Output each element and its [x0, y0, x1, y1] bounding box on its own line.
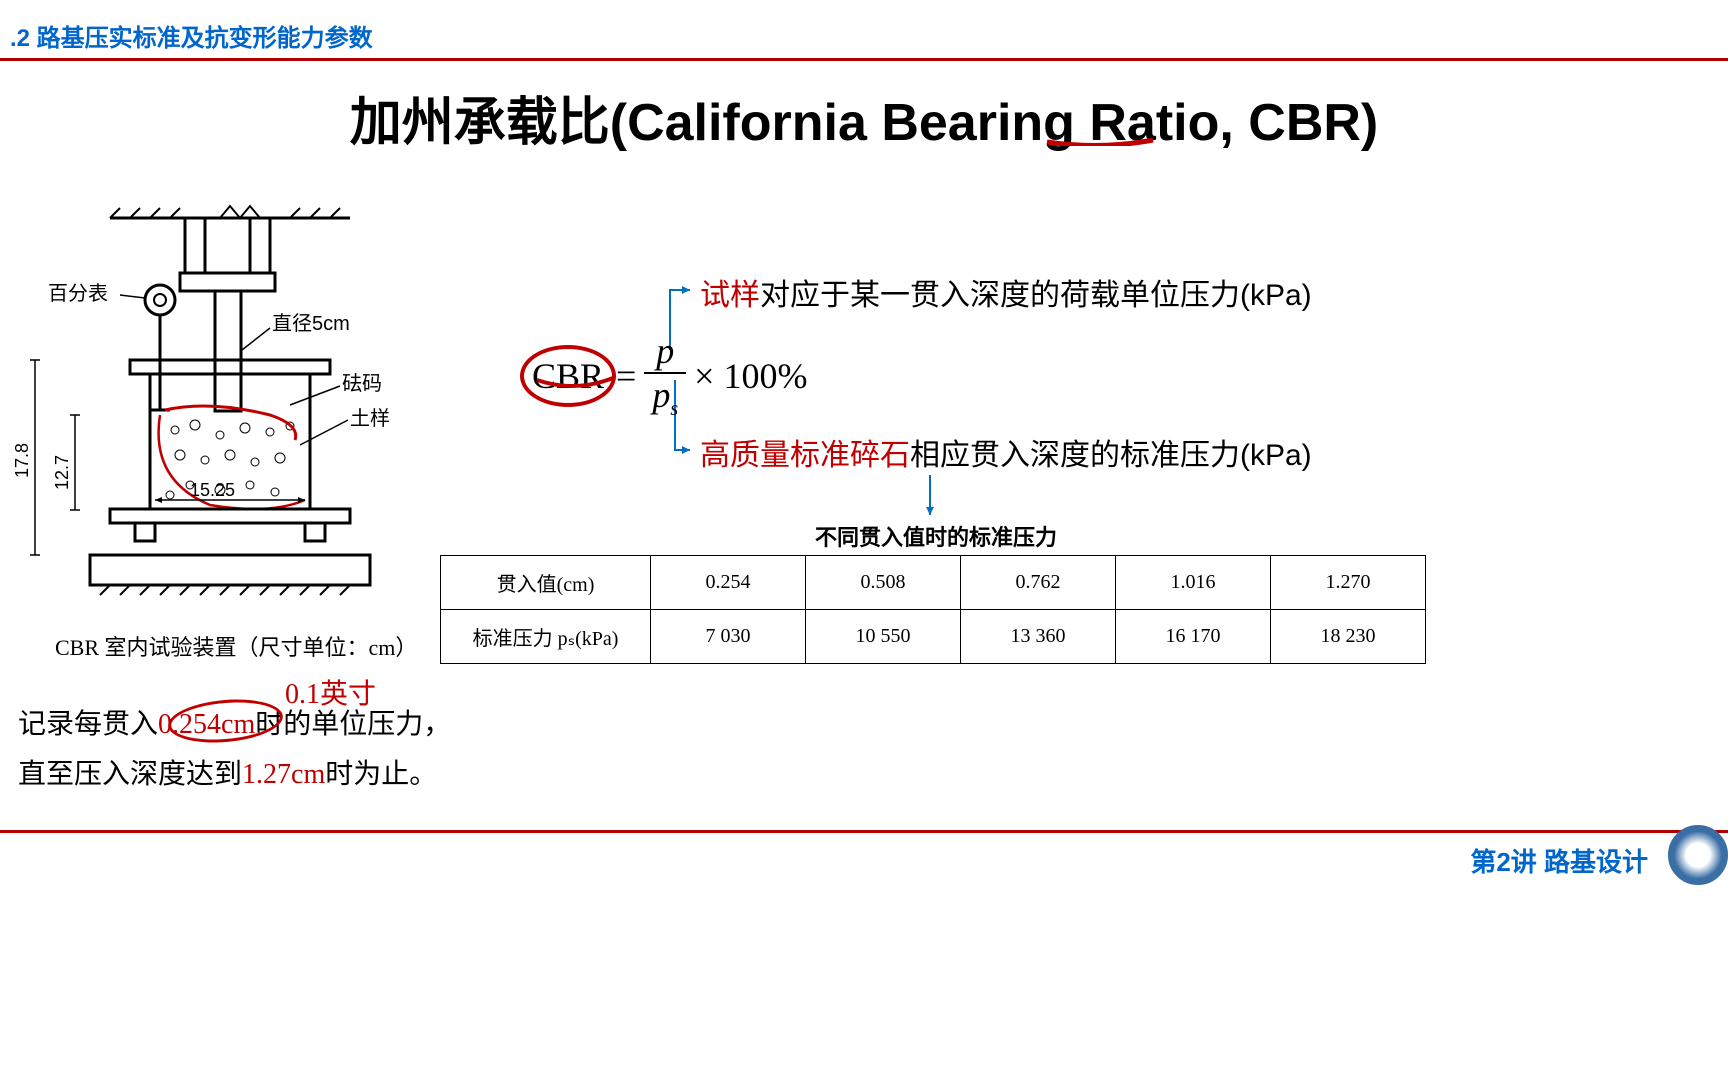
eq-sign: = [616, 355, 636, 397]
note-p2c: 时为止。 [325, 759, 437, 790]
def-ps-rest: 相应贯入深度的标准压力(kPa) [910, 439, 1312, 472]
diameter-label: 直径5cm [272, 312, 350, 335]
def-ps-highlight: 高质量标准碎石 [700, 439, 910, 472]
table-row: 标准压力 pₛ(kPa) 7 030 10 550 13 360 16 170 … [441, 610, 1426, 664]
note-p2a: 直至压入深度达到 [18, 759, 242, 790]
dim-width: 15.25 [190, 480, 235, 500]
soil-label: 土样 [350, 407, 390, 430]
header-rule [0, 58, 1728, 61]
row1-label: 贯入值(cm) [441, 556, 651, 610]
table-title: 不同贯入值时的标准压力 [815, 520, 1057, 552]
cell: 0.254 [651, 556, 806, 610]
note-p1c: 时的单位压力， [255, 709, 451, 740]
note-p2b: 1.27cm [242, 759, 325, 790]
table-row: 贯入值(cm) 0.254 0.508 0.762 1.016 1.270 [441, 556, 1426, 610]
diagram-caption: CBR 室内试验装置（尺寸单位：cm） [55, 630, 417, 662]
denominator: ps [642, 374, 688, 421]
numerator: p [644, 330, 686, 374]
cbr-apparatus-diagram: 百分表 直径5cm 砝码 土样 17.8 12.7 15.25 [10, 200, 410, 620]
cell: 18 230 [1271, 610, 1426, 664]
def-ps: 高质量标准碎石相应贯入深度的标准压力(kPa) [700, 430, 1312, 474]
cell: 1.016 [1116, 556, 1271, 610]
row2-label: 标准压力 pₛ(kPa) [441, 610, 651, 664]
weight-label: 砝码 [342, 372, 382, 395]
dim-outer: 17.8 [12, 443, 32, 478]
header: .2 路基压实标准及抗变形能力参数 [0, 18, 1728, 53]
gauge-label: 百分表 [48, 282, 108, 305]
standard-pressure-table: 贯入值(cm) 0.254 0.508 0.762 1.016 1.270 标准… [440, 555, 1426, 664]
note-p1a: 记录每贯入 [18, 709, 158, 740]
logo-icon [1668, 825, 1728, 885]
cell: 13 360 [961, 610, 1116, 664]
fraction: p ps [642, 330, 688, 421]
cell: 0.508 [806, 556, 961, 610]
dim-inner: 12.7 [52, 455, 72, 490]
cell: 7 030 [651, 610, 806, 664]
cell: 10 550 [806, 610, 961, 664]
def-p-rest: 对应于某一贯入深度的荷载单位压力(kPa) [760, 279, 1312, 312]
def-p: 试样对应于某一贯入深度的荷载单位压力(kPa) [700, 270, 1312, 314]
footer-rule [0, 830, 1728, 833]
cell: 16 170 [1116, 610, 1271, 664]
cell: 1.270 [1271, 556, 1426, 610]
footer-text: 第2讲 路基设计 [1470, 842, 1648, 879]
cbr-underline [1045, 138, 1155, 146]
cbr-underline-scribble [535, 375, 615, 395]
section-label: .2 路基压实标准及抗变形能力参数 [10, 25, 373, 52]
def-p-highlight: 试样 [700, 279, 760, 312]
times-100: × 100% [694, 355, 807, 397]
page-title: 加州承载比(California Bearing Ratio, CBR) [0, 80, 1728, 155]
cell: 0.762 [961, 556, 1116, 610]
